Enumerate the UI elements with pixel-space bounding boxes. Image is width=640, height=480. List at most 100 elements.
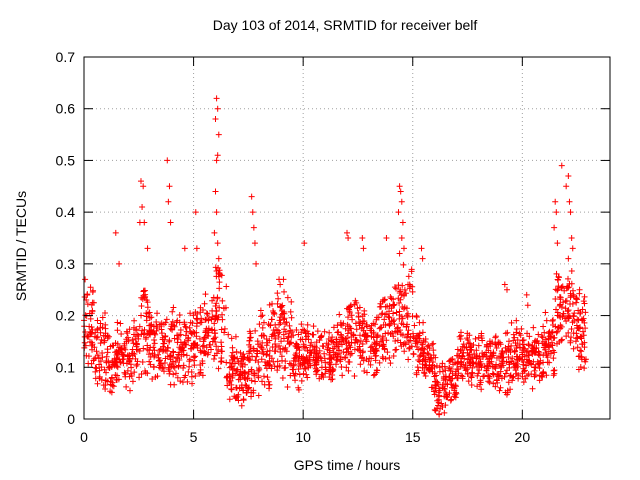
axis-ticks: 0 0.1 0.2 0.3 0.4 0.5 0.6 0.7 0 5 10 15 20 (56, 49, 610, 445)
data-point (326, 364, 333, 371)
data-point (275, 295, 282, 302)
data-point (169, 308, 176, 315)
data-point (167, 219, 174, 226)
data-point (421, 346, 428, 353)
data-point (574, 324, 581, 331)
data-point (239, 363, 246, 370)
data-point (117, 320, 124, 327)
data-point (250, 345, 257, 352)
data-point (521, 367, 528, 374)
data-point (507, 386, 514, 393)
data-point (252, 327, 259, 334)
data-point (159, 364, 166, 371)
data-point (202, 291, 209, 298)
x-tick-label: 0 (80, 429, 88, 445)
data-point (550, 355, 557, 362)
data-point (362, 331, 369, 338)
data-point (278, 353, 285, 360)
data-point (271, 310, 278, 317)
data-point (191, 354, 198, 361)
data-point (109, 382, 116, 389)
data-point (457, 348, 464, 355)
data-point (519, 351, 526, 358)
data-point (154, 310, 161, 317)
data-point (132, 340, 139, 347)
data-point (332, 361, 339, 368)
data-point (508, 319, 515, 326)
data-point (513, 329, 520, 336)
data-point (367, 361, 374, 368)
data-point (92, 354, 99, 361)
data-point (519, 337, 526, 344)
data-point (248, 367, 255, 374)
data-point (263, 351, 270, 358)
data-point (93, 334, 100, 341)
data-point (454, 359, 461, 366)
data-point (177, 327, 184, 334)
data-points (81, 95, 589, 418)
data-point (399, 315, 406, 322)
data-point (454, 375, 461, 382)
data-point (400, 341, 407, 348)
data-point (499, 354, 506, 361)
data-point (142, 293, 149, 300)
data-point (323, 340, 330, 347)
data-point (391, 321, 398, 328)
data-point (149, 350, 156, 357)
data-point (131, 351, 138, 358)
data-point (461, 365, 468, 372)
data-point (226, 396, 233, 403)
data-point (126, 357, 133, 364)
data-point (97, 358, 104, 365)
data-point (344, 229, 350, 236)
data-point (191, 330, 198, 337)
data-point (577, 309, 584, 316)
data-point (298, 377, 305, 384)
data-point (280, 335, 287, 342)
data-point (169, 318, 176, 325)
data-point (501, 281, 508, 288)
data-point (104, 378, 111, 385)
data-point (520, 379, 527, 386)
data-point (115, 376, 122, 383)
data-point (492, 333, 499, 340)
data-point (469, 359, 476, 366)
data-point (446, 365, 453, 372)
data-point (151, 340, 158, 347)
data-point (117, 359, 124, 366)
data-point (176, 311, 183, 318)
data-point (359, 318, 366, 325)
data-point (336, 338, 343, 345)
data-point (380, 355, 387, 362)
data-point (292, 351, 299, 358)
data-point (259, 312, 266, 319)
data-point (281, 326, 288, 333)
data-point (356, 347, 363, 354)
data-point (549, 317, 556, 324)
data-point (213, 343, 220, 350)
data-point (509, 374, 516, 381)
data-point (337, 319, 344, 326)
data-point (530, 324, 537, 331)
data-point (415, 346, 422, 353)
data-point (138, 294, 145, 301)
data-point (232, 333, 239, 340)
data-point (180, 362, 187, 369)
data-point (257, 307, 264, 314)
data-point (164, 344, 171, 351)
data-point (431, 391, 438, 398)
data-point (502, 389, 509, 396)
data-point (149, 375, 156, 382)
data-point (287, 327, 294, 334)
data-point (189, 380, 196, 387)
data-point (396, 290, 403, 297)
data-point (475, 342, 482, 349)
data-point (300, 370, 307, 377)
data-point (282, 358, 289, 365)
data-point (247, 356, 254, 363)
data-point (276, 329, 283, 336)
x-tick-label: 15 (405, 429, 421, 445)
data-point (317, 334, 324, 341)
data-point (240, 351, 247, 358)
data-point (565, 255, 572, 262)
